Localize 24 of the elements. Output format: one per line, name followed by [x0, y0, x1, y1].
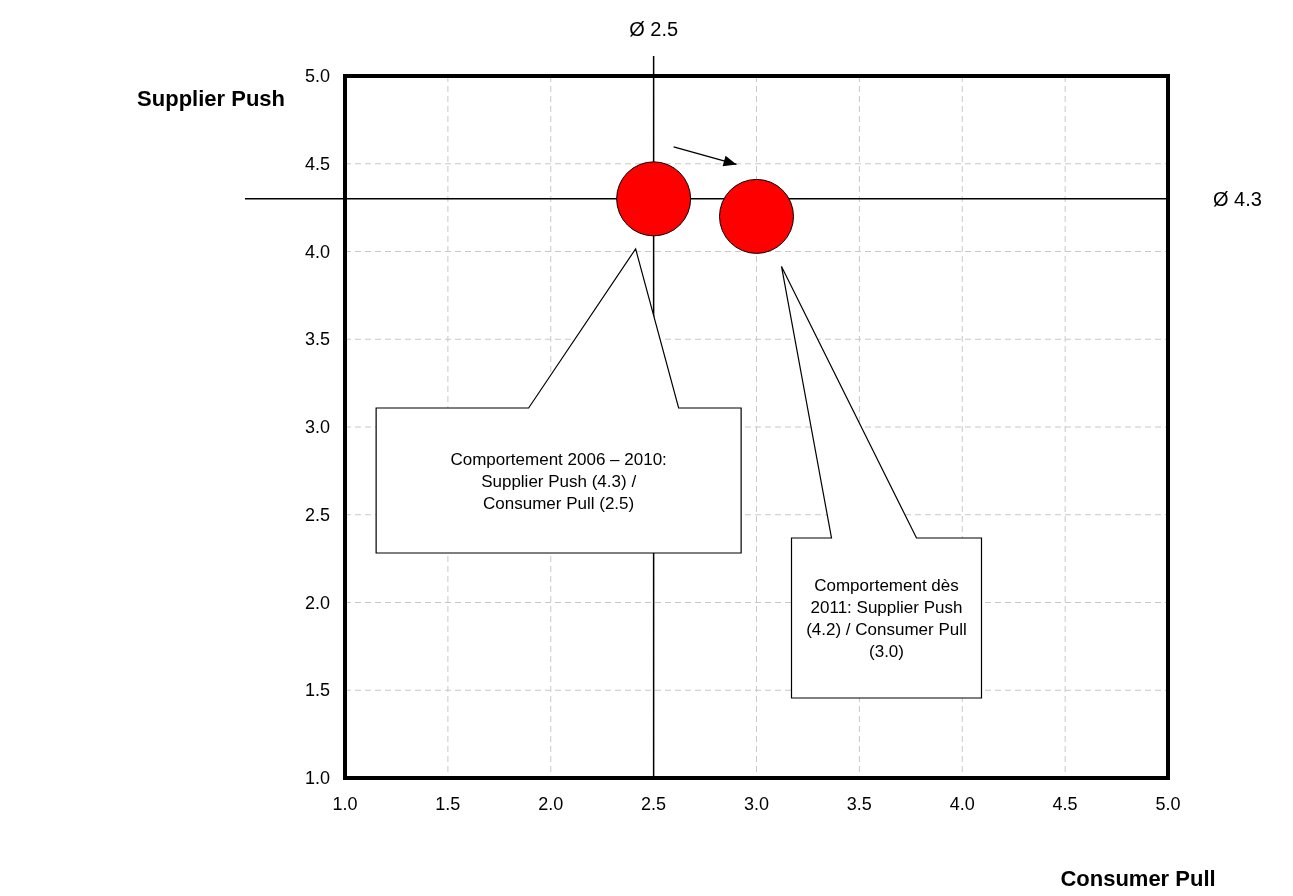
- ref-line-label: Ø 4.3: [1213, 187, 1262, 210]
- y-tick-label: 3.5: [304, 329, 330, 350]
- y-tick-label: 4.0: [304, 241, 330, 262]
- y-tick-label: 1.0: [304, 768, 330, 788]
- x-tick-label: 4.5: [1052, 794, 1078, 814]
- y-tick-label: 2.5: [304, 504, 330, 525]
- x-tick-label: 1.0: [332, 794, 358, 814]
- x-tick-label: 2.5: [641, 794, 667, 814]
- x-tick-label: 2.0: [538, 794, 564, 814]
- x-tick-label: 3.0: [743, 794, 770, 814]
- y-tick-label: 4.5: [304, 153, 330, 174]
- y-tick-label: 5.0: [304, 66, 330, 86]
- x-tick-label: 1.5: [435, 794, 461, 814]
- annotation: Comportement dès 2011: Supplier Push (4.2) / Consumer Pull (3.0): [806, 576, 967, 661]
- y-axis-title: Supplier Push: [137, 86, 285, 111]
- ref-line-label: Ø 2.5: [629, 18, 679, 40]
- x-tick-label: 4.0: [949, 794, 975, 814]
- x-tick-label: 3.5: [846, 794, 872, 814]
- annotation: Comportement 2006 – 2010: Supplier Push (4.3) / Consumer Pull (2.5): [450, 449, 667, 513]
- y-tick-label: 3.0: [304, 417, 330, 437]
- y-tick-label: 2.0: [304, 592, 330, 613]
- x-axis-title: Consumer Pull: [1060, 866, 1216, 891]
- y-tick-label: 1.5: [304, 680, 330, 701]
- x-tick-label: 5.0: [1155, 794, 1181, 814]
